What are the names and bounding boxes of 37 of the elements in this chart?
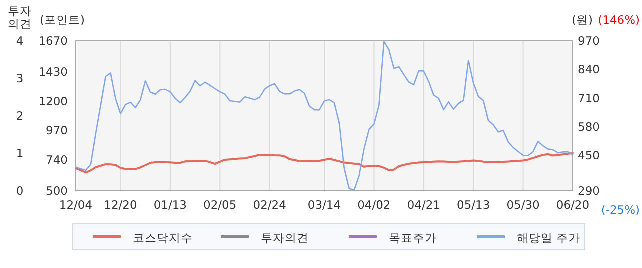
xtick: 05/30: [506, 198, 540, 212]
legend: 목표주가: [389, 231, 437, 245]
y-tick-label: 740: [46, 153, 68, 168]
xtick: 02/05: [204, 198, 237, 212]
legend: 투자의견: [261, 231, 309, 245]
y3-axis-title: 투자의견: [8, 4, 32, 31]
y2-tick-label: 580: [578, 120, 600, 134]
xtick: 12/04: [59, 198, 93, 212]
y-axis-title: (포인트): [40, 13, 85, 27]
xtick: 04/21: [407, 198, 440, 212]
annotation: (-25%): [601, 203, 640, 217]
y-tick-label: 500: [46, 184, 68, 198]
y3-tick-label: 0: [16, 184, 24, 198]
annotation: (146%): [598, 13, 640, 27]
y-tick-label: 1670: [38, 34, 68, 48]
xtick: 06/20: [556, 198, 590, 212]
y-tick-label: 970: [46, 124, 68, 138]
xtick: 02/24: [253, 198, 286, 212]
y-tick-label: 1430: [38, 64, 68, 79]
xtick: 04/02: [358, 198, 391, 212]
y3-tick-label: 1: [16, 146, 24, 160]
y2-tick-label: 450: [578, 148, 600, 163]
y2-tick-label: 710: [578, 91, 600, 106]
xtick: 03/14: [308, 198, 342, 212]
xtick: 12/20: [104, 198, 138, 212]
y3-tick-label: 4: [16, 34, 24, 48]
y3-tick-label: 3: [16, 72, 24, 86]
xtick: 05/13: [457, 198, 490, 212]
y2-tick-label: 290: [578, 184, 600, 198]
legend: 해당일 주가: [517, 231, 581, 245]
legend: 코스닥지수: [133, 231, 193, 245]
y2-tick-label: 840: [578, 62, 600, 77]
xtick: 01/13: [154, 198, 187, 212]
y2-axis-title: (원): [572, 13, 593, 27]
y-tick-label: 1200: [38, 94, 68, 108]
y3-tick-label: 2: [16, 109, 24, 123]
y2-tick-label: 970: [578, 34, 600, 48]
